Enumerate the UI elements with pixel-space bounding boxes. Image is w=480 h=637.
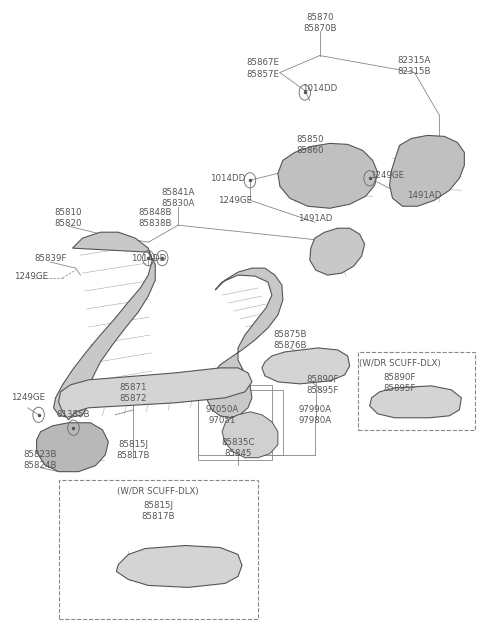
Text: 1014DD: 1014DD xyxy=(302,84,337,93)
Text: 1249GE: 1249GE xyxy=(11,393,45,403)
Text: 1249GE: 1249GE xyxy=(13,271,48,280)
Polygon shape xyxy=(222,412,278,458)
Text: 1491AD: 1491AD xyxy=(298,214,332,223)
Text: 85848B
85838B: 85848B 85838B xyxy=(139,208,172,228)
Text: 1014DD: 1014DD xyxy=(131,254,166,262)
Text: 85850
85860: 85850 85860 xyxy=(296,135,324,155)
Text: 85810
85820: 85810 85820 xyxy=(55,208,82,228)
Text: 85870
85870B: 85870 85870B xyxy=(303,13,336,32)
Text: 85871
85872: 85871 85872 xyxy=(120,383,147,403)
Text: (W/DR SCUFF-DLX): (W/DR SCUFF-DLX) xyxy=(359,359,440,368)
Text: 85890F
85895F: 85890F 85895F xyxy=(307,375,339,395)
Text: 85841A
85830A: 85841A 85830A xyxy=(161,188,195,208)
Polygon shape xyxy=(54,233,155,418)
Polygon shape xyxy=(59,368,252,420)
Polygon shape xyxy=(116,545,242,587)
Bar xyxy=(59,480,258,619)
Text: (W/DR SCUFF-DLX): (W/DR SCUFF-DLX) xyxy=(118,487,199,496)
Text: 85875B
85876B: 85875B 85876B xyxy=(273,330,307,350)
Text: 1014DD: 1014DD xyxy=(210,174,245,183)
Polygon shape xyxy=(310,228,365,275)
Text: 1491AD: 1491AD xyxy=(408,190,442,200)
Text: 85839F: 85839F xyxy=(35,254,67,262)
Text: 97990A
97980A: 97990A 97980A xyxy=(298,404,331,425)
Text: 1249GE: 1249GE xyxy=(370,171,404,180)
Text: 97050A
97051: 97050A 97051 xyxy=(205,404,239,425)
Polygon shape xyxy=(370,386,461,418)
Polygon shape xyxy=(207,268,283,418)
Text: 85835C
85845: 85835C 85845 xyxy=(221,438,255,458)
Text: 81385B: 81385B xyxy=(57,410,90,419)
Text: 1249GE: 1249GE xyxy=(218,196,252,204)
Bar xyxy=(198,385,272,460)
Bar xyxy=(198,390,283,455)
Polygon shape xyxy=(36,423,108,471)
Text: 85823B
85824B: 85823B 85824B xyxy=(24,450,57,469)
Text: 82315A
82315B: 82315A 82315B xyxy=(398,55,431,76)
Polygon shape xyxy=(390,136,464,206)
Text: 85890F
85895F: 85890F 85895F xyxy=(384,373,416,393)
Polygon shape xyxy=(262,348,350,384)
Text: 85815J
85817B: 85815J 85817B xyxy=(117,440,150,460)
Text: 85815J
85817B: 85815J 85817B xyxy=(142,501,175,520)
Polygon shape xyxy=(278,143,378,208)
Bar xyxy=(358,352,475,430)
Text: 85867E
85857E: 85867E 85857E xyxy=(246,59,279,78)
